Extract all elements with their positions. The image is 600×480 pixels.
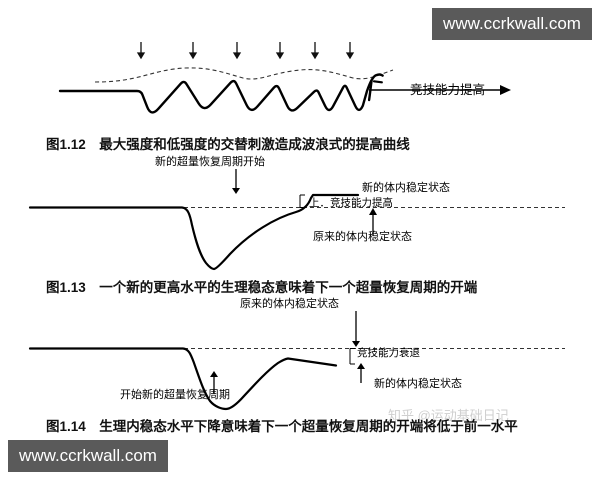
svg-text:竞技能力衰退: 竞技能力衰退: [357, 346, 420, 359]
svg-text:新的体内稳定状态: 新的体内稳定状态: [374, 376, 462, 390]
svg-text:新的体内稳定状态: 新的体内稳定状态: [362, 180, 450, 194]
svg-text:竞技能力提高: 竞技能力提高: [410, 82, 485, 97]
svg-text:原来的体内稳定状态: 原来的体内稳定状态: [313, 229, 412, 243]
svg-text:上．竞技能力提高: 上．竞技能力提高: [309, 196, 393, 209]
svg-text:新的超量恢复周期开始: 新的超量恢复周期开始: [155, 154, 265, 168]
svg-text:原来的体内稳定状态: 原来的体内稳定状态: [240, 296, 339, 310]
